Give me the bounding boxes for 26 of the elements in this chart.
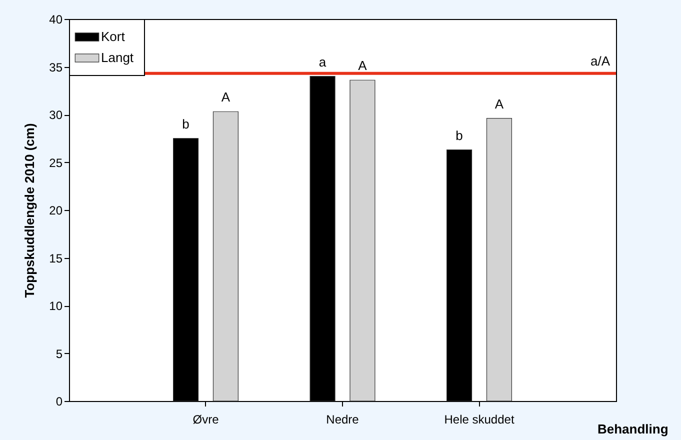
y-tick-label: 0 — [56, 394, 63, 408]
y-tick-label: 25 — [49, 156, 63, 170]
data-label: b — [456, 128, 463, 143]
data-label: b — [182, 116, 190, 132]
data-label: A — [358, 58, 368, 74]
bar — [350, 80, 376, 402]
y-axis-title: Toppskuddlengde 2010 (cm) — [22, 123, 38, 298]
legend-label: Kort — [101, 29, 126, 44]
y-tick-label: 10 — [49, 299, 63, 313]
y-tick-label: 35 — [49, 60, 63, 74]
bar — [212, 111, 238, 402]
y-tick-label: 20 — [49, 204, 63, 218]
x-tick-label: Hele skuddet — [444, 412, 515, 426]
y-tick-label: 5 — [56, 346, 63, 361]
y-tick-label: 40 — [49, 12, 63, 26]
x-axis-title: Behandling — [598, 422, 668, 436]
data-label: A — [494, 96, 504, 112]
bar — [486, 118, 512, 402]
data-label: a — [318, 54, 327, 70]
x-tick-label: Øvre — [192, 412, 220, 426]
y-tick-label: 15 — [49, 251, 63, 266]
x-tick-label: Nedre — [326, 412, 360, 426]
ref-line-label: a/A — [590, 53, 610, 68]
data-label: A — [221, 90, 230, 105]
y-tick-label: 30 — [49, 108, 63, 122]
legend-label: Langt — [101, 50, 134, 65]
